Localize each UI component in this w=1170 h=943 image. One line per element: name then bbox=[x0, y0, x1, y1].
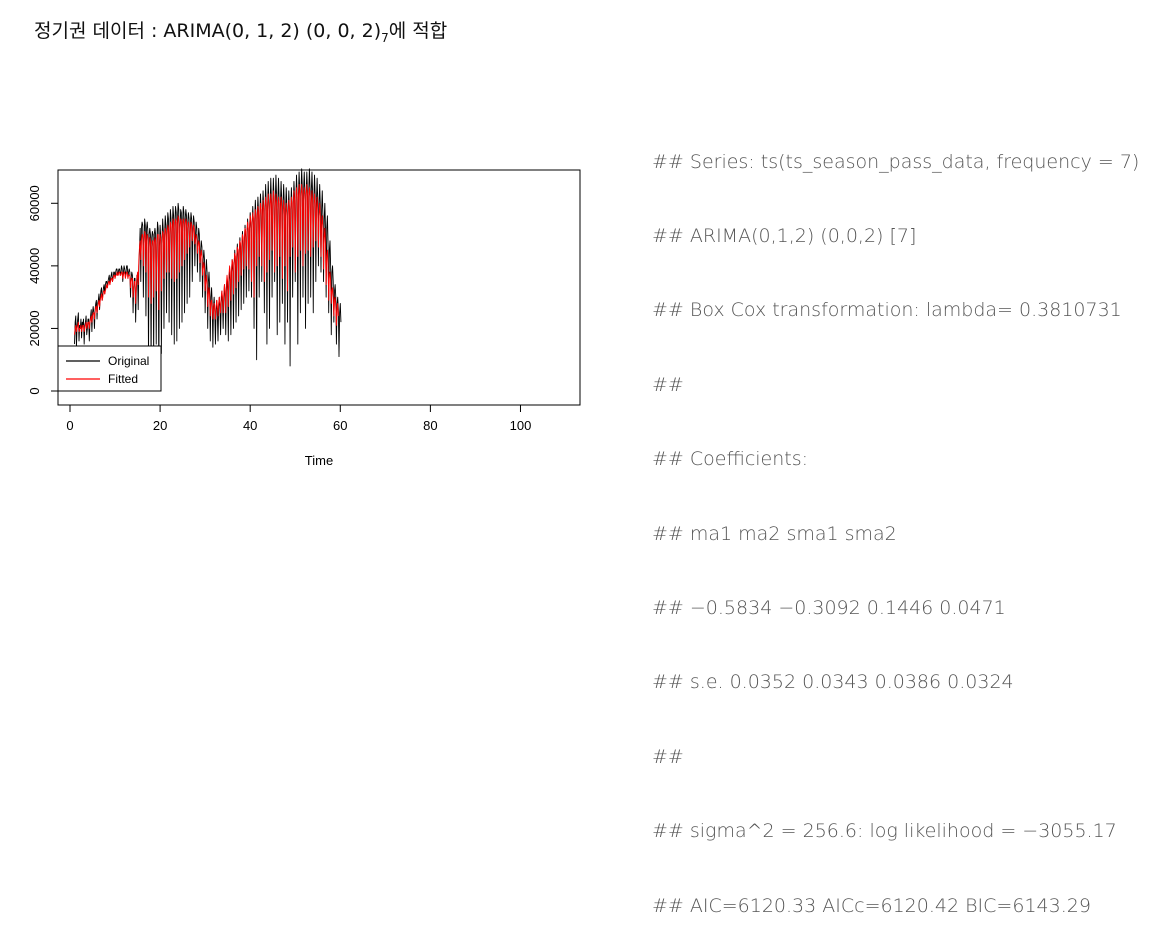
console-line: ## bbox=[652, 373, 684, 396]
x-axis: 0 20 40 60 80 100 bbox=[66, 404, 532, 433]
console-line: ## bbox=[652, 745, 684, 768]
chart-legend: Original Fitted bbox=[57, 345, 162, 392]
y-axis: 0 20000 40000 60000 bbox=[27, 185, 59, 395]
series-layer bbox=[74, 168, 342, 383]
legend-label-fitted: Fitted bbox=[108, 372, 138, 386]
title-tail: 에 적합 bbox=[388, 20, 448, 42]
y-tick-label: 60000 bbox=[27, 185, 42, 221]
title-seasonal-period: 7 bbox=[381, 31, 389, 45]
x-tick-label: 60 bbox=[333, 418, 347, 433]
x-tick-label: 0 bbox=[66, 418, 73, 433]
console-line: ## sigma^2 = 256.6: log likelihood = −30… bbox=[652, 820, 1117, 843]
console-line: ## Series: ts(ts_season_pass_data, frequ… bbox=[652, 150, 1140, 173]
x-tick-label: 80 bbox=[423, 418, 437, 433]
x-axis-title: Time bbox=[305, 453, 333, 468]
arima-fit-chart: 0 20 40 60 80 100 0 20000 40000 60000 Time Origi… bbox=[27, 168, 581, 468]
legend-label-original: Original bbox=[108, 354, 149, 368]
console-line: ## Box Cox transformation: lambda= 0.381… bbox=[652, 299, 1122, 322]
x-tick-label: 40 bbox=[243, 418, 257, 433]
x-tick-label: 20 bbox=[153, 418, 167, 433]
series-line-fitted bbox=[74, 184, 339, 335]
page-title: 정기권 데이터 : ARIMA(0, 1, 2) (0, 0, 2)7에 적합 bbox=[34, 16, 448, 45]
console-line: ## AIC=6120.33 AICc=6120.42 BIC=6143.29 bbox=[652, 894, 1091, 917]
x-tick-label: 100 bbox=[510, 418, 532, 433]
console-line: ## ARIMA(0,1,2) (0,0,2) [7] bbox=[652, 224, 917, 247]
y-tick-label: 20000 bbox=[27, 310, 42, 346]
console-line: ## ma1 ma2 sma1 sma2 bbox=[652, 522, 897, 545]
console-line: ## s.e. 0.0352 0.0343 0.0386 0.0324 bbox=[652, 671, 1014, 694]
model-summary-console: ## Series: ts(ts_season_pass_data, frequ… bbox=[652, 100, 1139, 943]
title-main: 정기권 데이터 : ARIMA(0, 1, 2) (0, 0, 2) bbox=[34, 20, 382, 42]
y-tick-label: 0 bbox=[27, 387, 42, 394]
legend-box bbox=[57, 345, 162, 392]
series-line-original bbox=[74, 168, 342, 383]
console-line: ## Coefficients: bbox=[652, 448, 809, 471]
y-tick-label: 40000 bbox=[27, 248, 42, 284]
console-line: ## −0.5834 −0.3092 0.1446 0.0471 bbox=[652, 596, 1006, 619]
